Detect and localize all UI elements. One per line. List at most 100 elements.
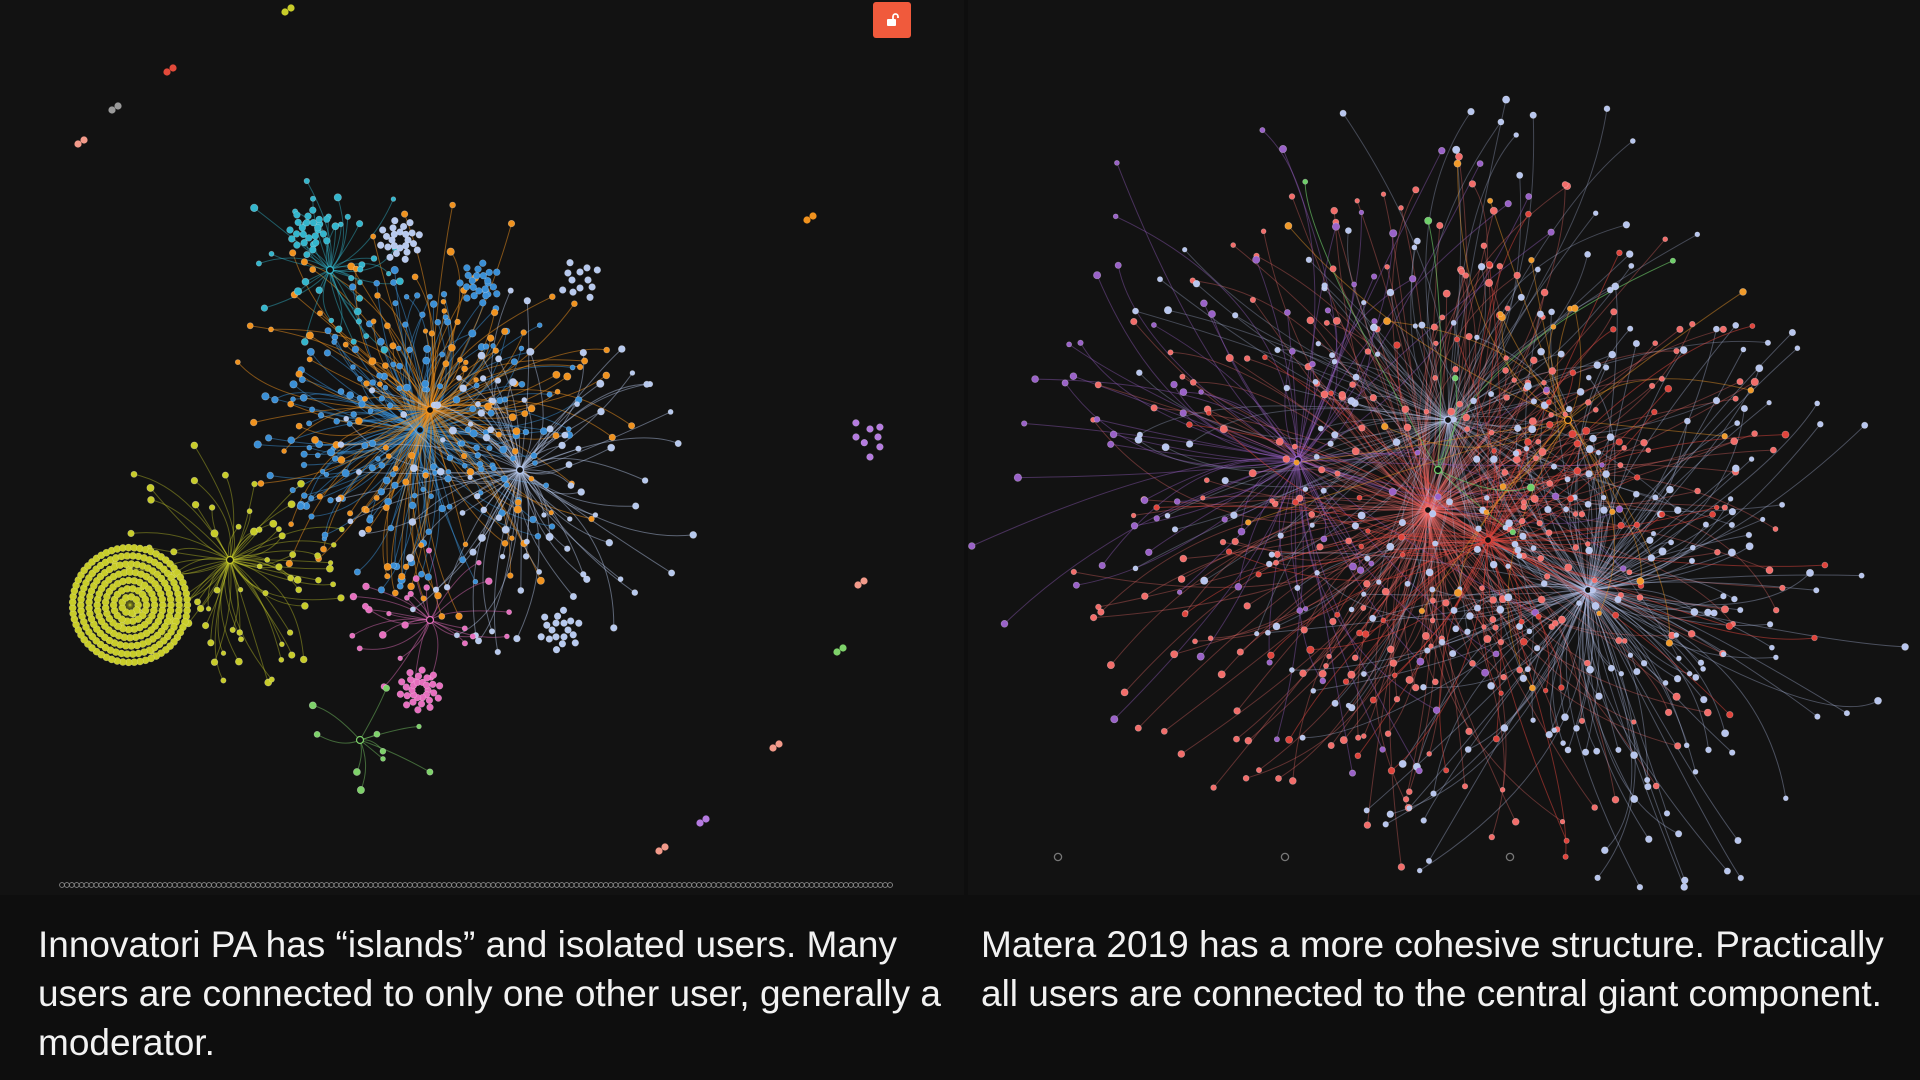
hub-node bbox=[225, 555, 235, 565]
graph-node bbox=[1788, 328, 1797, 337]
graph-node bbox=[461, 625, 468, 632]
graph-edge bbox=[517, 469, 574, 597]
graph-node bbox=[1650, 530, 1657, 537]
graph-node bbox=[1321, 282, 1328, 289]
graph-edge bbox=[519, 469, 584, 575]
graph-edge bbox=[1098, 384, 1429, 511]
graph-edge bbox=[519, 469, 588, 580]
graph-node bbox=[409, 606, 416, 613]
graph-edge bbox=[1447, 419, 1501, 610]
graph-edge bbox=[1305, 419, 1449, 490]
graph-node bbox=[300, 258, 309, 266]
graph-edge bbox=[1133, 497, 1429, 516]
graph-node bbox=[548, 523, 556, 530]
graph-node bbox=[1516, 171, 1524, 179]
graph-edge bbox=[1427, 385, 1653, 511]
graph-edge bbox=[329, 198, 394, 271]
graph-node bbox=[1450, 606, 1458, 615]
graph-edge bbox=[429, 409, 519, 503]
graph-node bbox=[1140, 496, 1149, 505]
graph-node bbox=[312, 239, 320, 247]
graph-node bbox=[1319, 677, 1327, 685]
graph-node bbox=[1546, 420, 1554, 429]
graph-edge bbox=[429, 409, 542, 581]
graph-edge bbox=[229, 550, 318, 561]
graph-node bbox=[311, 435, 319, 444]
graph-node bbox=[1500, 724, 1509, 732]
graph-node bbox=[506, 609, 512, 615]
graph-node bbox=[1294, 584, 1301, 592]
graph-edge bbox=[1185, 506, 1429, 614]
graph-node bbox=[1488, 833, 1495, 841]
graph-edge bbox=[229, 535, 283, 561]
isolated-user-node bbox=[735, 882, 742, 888]
graph-node bbox=[1511, 817, 1520, 826]
graph-node bbox=[366, 516, 374, 524]
graph-node bbox=[577, 488, 586, 496]
graph-node bbox=[477, 409, 486, 417]
isolated-node bbox=[655, 847, 663, 855]
graph-node bbox=[566, 516, 573, 522]
graph-node bbox=[1591, 577, 1598, 584]
isolated-node bbox=[74, 140, 82, 148]
graph-node bbox=[1267, 651, 1275, 659]
isolated-user-node bbox=[637, 882, 644, 888]
isolated-user-node bbox=[411, 882, 418, 888]
graph-node bbox=[1093, 271, 1102, 280]
graph-node bbox=[1141, 592, 1149, 600]
isolated-user-node bbox=[289, 882, 296, 888]
graph-node bbox=[866, 425, 874, 433]
graph-node bbox=[421, 386, 428, 393]
graph-node bbox=[1647, 554, 1656, 562]
graph-edge bbox=[1447, 265, 1632, 421]
graph-node bbox=[1330, 206, 1339, 215]
graph-node bbox=[348, 275, 355, 282]
graph-node bbox=[425, 696, 434, 705]
graph-node bbox=[617, 345, 626, 353]
graph-edge bbox=[1540, 405, 1589, 591]
graph-edge bbox=[229, 483, 255, 561]
graph-node bbox=[495, 514, 503, 522]
graph-edge bbox=[512, 469, 540, 573]
graph-edge bbox=[1427, 382, 1545, 511]
graph-node bbox=[457, 356, 464, 363]
graph-node bbox=[536, 576, 545, 585]
graph-edge bbox=[1383, 194, 1429, 511]
graph-edge bbox=[350, 266, 431, 411]
graph-edge bbox=[1183, 509, 1429, 560]
graph-node bbox=[1712, 396, 1721, 405]
graph-node bbox=[1514, 546, 1522, 554]
graph-node bbox=[1529, 356, 1538, 365]
graph-edge bbox=[1153, 324, 1299, 461]
graph-node bbox=[1306, 316, 1315, 325]
graph-edge bbox=[492, 400, 521, 471]
graph-node bbox=[399, 222, 408, 231]
graph-node bbox=[373, 279, 381, 287]
graph-edge bbox=[419, 429, 539, 537]
graph-edge bbox=[149, 547, 231, 561]
graph-edge bbox=[377, 429, 421, 460]
graph-node bbox=[369, 379, 377, 386]
graph-node bbox=[365, 526, 372, 533]
graph-edge bbox=[1311, 509, 1429, 523]
graph-node bbox=[1207, 635, 1214, 642]
graph-edge bbox=[229, 559, 291, 633]
graph-node bbox=[356, 645, 363, 652]
graph-edge bbox=[429, 409, 511, 576]
graph-node bbox=[1593, 747, 1601, 755]
lock-toggle-button[interactable] bbox=[873, 2, 911, 38]
graph-node bbox=[1331, 699, 1339, 707]
graph-edge bbox=[1241, 459, 1299, 532]
graph-node bbox=[603, 346, 611, 354]
graph-node bbox=[490, 308, 499, 317]
graph-edge bbox=[1355, 419, 1449, 527]
graph-node bbox=[586, 293, 594, 301]
graph-node bbox=[403, 692, 411, 700]
graph-node bbox=[1453, 336, 1460, 343]
graph-edge bbox=[1297, 452, 1624, 569]
graph-node bbox=[341, 469, 350, 478]
graph-node bbox=[1765, 566, 1774, 575]
graph-edge bbox=[429, 223, 512, 411]
graph-edge bbox=[1585, 589, 1600, 753]
graph-node bbox=[1192, 638, 1198, 645]
